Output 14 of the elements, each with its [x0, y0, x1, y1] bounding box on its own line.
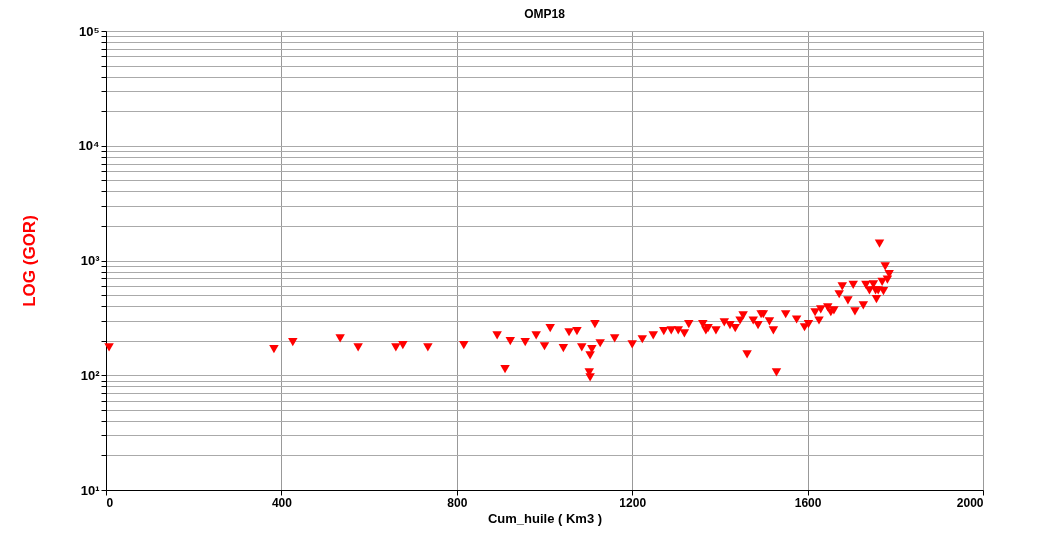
x-tick-label: 1200: [619, 495, 647, 510]
x-axis-title: Cum_huile ( Km3 ): [487, 510, 603, 526]
x-tick-label: 2000: [956, 495, 984, 510]
y-tick-label: 10²: [80, 367, 101, 383]
x-tick-label: 400: [271, 495, 293, 510]
y-tick-label: 10⁴: [78, 138, 100, 154]
chart-title: OMP18: [524, 7, 566, 21]
x-tick-label: 0: [106, 495, 114, 510]
x-tick-label: 1600: [794, 495, 822, 510]
x-tick-label: 800: [447, 495, 468, 510]
y-axis-title: LOG (GOR): [19, 215, 39, 307]
y-tick-label: 10⁵: [78, 23, 100, 39]
y-tick-label: 10¹: [80, 482, 100, 498]
y-tick-label: 10³: [80, 253, 101, 268]
